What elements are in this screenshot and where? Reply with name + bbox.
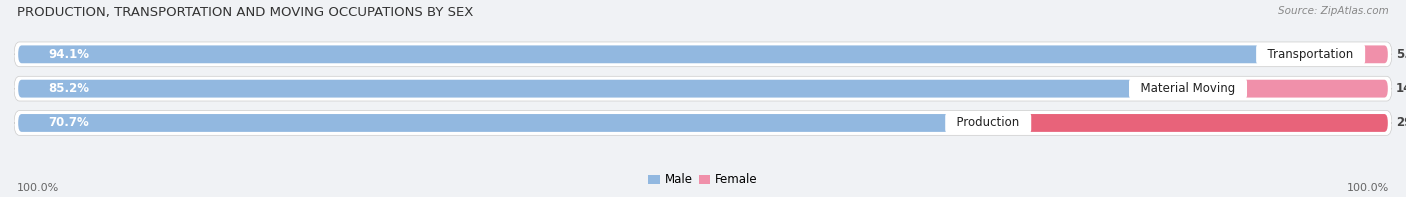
Text: Source: ZipAtlas.com: Source: ZipAtlas.com — [1278, 6, 1389, 16]
Text: 94.1%: 94.1% — [48, 48, 90, 61]
Text: 5.9%: 5.9% — [1396, 48, 1406, 61]
Text: 100.0%: 100.0% — [17, 183, 59, 193]
FancyBboxPatch shape — [18, 80, 1188, 98]
FancyBboxPatch shape — [18, 46, 1310, 63]
Text: 29.3%: 29.3% — [1396, 116, 1406, 129]
FancyBboxPatch shape — [988, 114, 1388, 132]
FancyBboxPatch shape — [18, 114, 988, 132]
FancyBboxPatch shape — [1188, 80, 1388, 98]
FancyBboxPatch shape — [14, 111, 1392, 135]
Text: Transportation: Transportation — [1260, 48, 1361, 61]
FancyBboxPatch shape — [14, 76, 1392, 101]
FancyBboxPatch shape — [1310, 46, 1388, 63]
Text: Production: Production — [949, 116, 1028, 129]
Text: 100.0%: 100.0% — [1347, 183, 1389, 193]
FancyBboxPatch shape — [14, 42, 1392, 67]
Text: 14.8%: 14.8% — [1396, 82, 1406, 95]
Text: PRODUCTION, TRANSPORTATION AND MOVING OCCUPATIONS BY SEX: PRODUCTION, TRANSPORTATION AND MOVING OC… — [17, 6, 474, 19]
Legend: Male, Female: Male, Female — [644, 169, 762, 191]
Text: Material Moving: Material Moving — [1133, 82, 1243, 95]
Text: 85.2%: 85.2% — [48, 82, 90, 95]
Text: 70.7%: 70.7% — [48, 116, 89, 129]
